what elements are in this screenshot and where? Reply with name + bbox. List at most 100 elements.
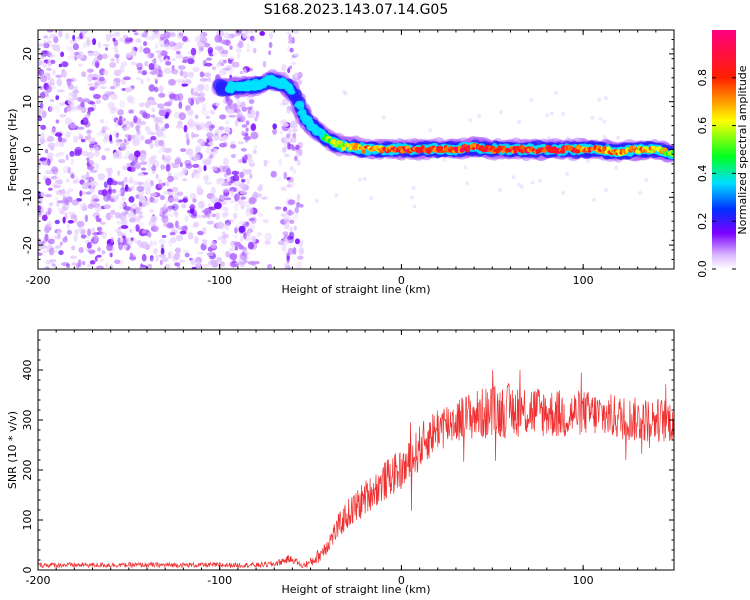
noise-dot bbox=[219, 63, 225, 67]
noise-dot bbox=[103, 204, 111, 210]
ridge-blob bbox=[397, 145, 402, 150]
noise-dot bbox=[129, 228, 133, 233]
noise-dot bbox=[93, 93, 101, 100]
noise-dot bbox=[168, 41, 176, 47]
noise-dot bbox=[268, 50, 272, 56]
noise-dot bbox=[89, 169, 98, 173]
noise-dot bbox=[243, 201, 251, 208]
noise-dot bbox=[183, 124, 188, 133]
noise-dot bbox=[125, 237, 132, 242]
noise-dot bbox=[135, 206, 141, 213]
noise-dot bbox=[111, 180, 118, 186]
noise-dot bbox=[246, 43, 250, 50]
noise-dot bbox=[315, 198, 319, 203]
noise-dot bbox=[38, 60, 43, 66]
noise-dot bbox=[238, 41, 244, 49]
noise-dot bbox=[222, 188, 230, 193]
noise-dot bbox=[187, 51, 191, 55]
noise-dot bbox=[41, 214, 48, 222]
noise-dot bbox=[179, 230, 187, 235]
noise-dot bbox=[113, 69, 122, 77]
noise-dot bbox=[39, 92, 46, 99]
noise-dot bbox=[112, 37, 116, 42]
noise-dot bbox=[410, 195, 415, 200]
noise-dot bbox=[229, 253, 238, 261]
noise-dot bbox=[210, 240, 217, 249]
noise-dot bbox=[44, 194, 52, 198]
noise-dot bbox=[73, 51, 79, 56]
colorbar-tick-label: 0.4 bbox=[696, 165, 709, 183]
noise-dot bbox=[143, 47, 151, 54]
noise-dot bbox=[194, 114, 199, 120]
noise-dot bbox=[48, 259, 57, 263]
noise-dot bbox=[46, 94, 50, 98]
noise-dot bbox=[229, 56, 234, 61]
noise-dot bbox=[97, 173, 106, 181]
noise-dot bbox=[67, 166, 72, 175]
noise-dot bbox=[280, 186, 288, 192]
noise-dot bbox=[157, 182, 164, 189]
noise-dot bbox=[90, 180, 98, 187]
noise-dot bbox=[101, 189, 108, 197]
noise-dot bbox=[255, 110, 260, 118]
noise-dot bbox=[185, 163, 193, 169]
noise-dot bbox=[171, 44, 179, 52]
noise-dot bbox=[148, 84, 156, 92]
noise-dot bbox=[139, 266, 145, 269]
noise-dot bbox=[250, 35, 255, 42]
noise-dot bbox=[143, 181, 150, 189]
noise-dot bbox=[88, 143, 95, 149]
noise-dot bbox=[192, 163, 200, 168]
noise-dot bbox=[208, 141, 214, 146]
noise-dot bbox=[128, 218, 136, 223]
noise-dot bbox=[157, 53, 162, 60]
noise-dot bbox=[616, 135, 621, 140]
noise-dot bbox=[81, 30, 89, 33]
noise-dot bbox=[243, 135, 252, 141]
noise-dot bbox=[181, 225, 188, 232]
noise-dot bbox=[133, 32, 139, 36]
noise-dot bbox=[292, 30, 299, 34]
noise-dot bbox=[282, 215, 291, 222]
noise-dot bbox=[164, 43, 172, 50]
noise-dot bbox=[74, 146, 83, 154]
noise-dot bbox=[40, 50, 49, 57]
noise-dot bbox=[381, 115, 386, 120]
noise-dot bbox=[96, 254, 102, 258]
noise-dot bbox=[170, 58, 177, 62]
noise-dot bbox=[99, 221, 107, 225]
noise-dot bbox=[519, 184, 524, 189]
noise-dot bbox=[40, 124, 47, 130]
noise-dot bbox=[74, 229, 79, 235]
noise-dot bbox=[202, 263, 210, 268]
noise-dot bbox=[126, 188, 132, 192]
noise-dot bbox=[114, 134, 119, 139]
noise-dot bbox=[102, 139, 109, 143]
noise-dot bbox=[281, 64, 287, 72]
noise-dot bbox=[280, 102, 287, 106]
noise-dot bbox=[226, 34, 233, 41]
noise-dot bbox=[154, 30, 158, 35]
noise-dot bbox=[204, 62, 213, 67]
noise-dot bbox=[158, 253, 166, 258]
noise-dot bbox=[230, 189, 235, 198]
noise-dot bbox=[117, 231, 124, 237]
noise-dot bbox=[240, 196, 247, 200]
noise-dot bbox=[56, 234, 61, 240]
noise-dot bbox=[295, 149, 303, 157]
noise-dot bbox=[222, 233, 230, 239]
noise-dot bbox=[91, 235, 99, 244]
noise-dot bbox=[248, 217, 255, 222]
noise-dot bbox=[187, 109, 194, 116]
noise-dot bbox=[139, 120, 147, 126]
noise-dot bbox=[206, 252, 215, 257]
noise-dot bbox=[135, 38, 142, 44]
noise-dot bbox=[62, 206, 67, 211]
noise-dot bbox=[53, 184, 61, 189]
noise-dot bbox=[165, 164, 171, 172]
noise-dot bbox=[195, 145, 203, 151]
noise-dot bbox=[115, 132, 119, 138]
noise-dot bbox=[149, 142, 154, 149]
noise-dot bbox=[248, 99, 255, 104]
noise-dot bbox=[114, 53, 120, 59]
